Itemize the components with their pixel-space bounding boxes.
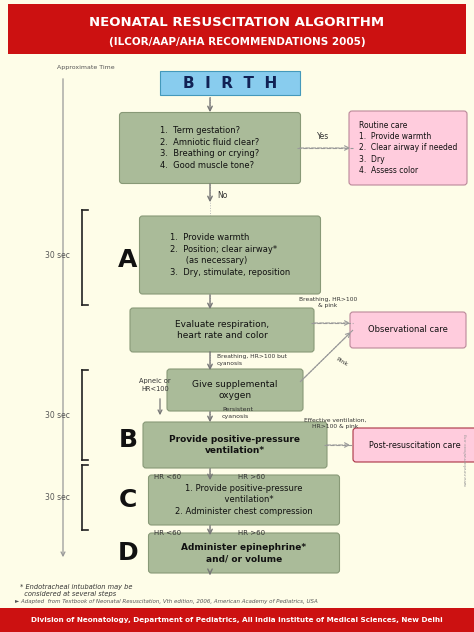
- Text: ► Adapted  from Textbook of Neonatal Resuscitation, Vth edition, 2006, American : ► Adapted from Textbook of Neonatal Resu…: [15, 599, 318, 604]
- Text: 30 sec: 30 sec: [45, 250, 69, 260]
- Text: 1.  Provide warmth
2.  Position; clear airway*
      (as necessary)
3.  Dry, sti: 1. Provide warmth 2. Position; clear air…: [170, 233, 290, 277]
- Text: B: B: [118, 428, 137, 452]
- Text: Give supplemental
oxygen: Give supplemental oxygen: [192, 380, 278, 400]
- Text: Breathing, HR>100
& pink: Breathing, HR>100 & pink: [299, 297, 357, 308]
- FancyBboxPatch shape: [148, 475, 339, 525]
- Text: 1.  Term gestation?
2.  Amniotic fluid clear?
3.  Breathing or crying?
4.  Good : 1. Term gestation? 2. Amniotic fluid cle…: [160, 126, 260, 169]
- Text: Effective ventilation,
HR>100 & pink: Effective ventilation, HR>100 & pink: [304, 418, 366, 429]
- Text: D: D: [118, 541, 138, 565]
- Bar: [8, 4, 466, 54]
- Bar: [0, 608, 474, 632]
- Text: Pink: Pink: [335, 356, 349, 367]
- Text: HR >60: HR >60: [238, 530, 265, 536]
- Text: No: No: [217, 190, 228, 200]
- Text: C: C: [119, 488, 137, 512]
- Text: Post-resuscitation care: Post-resuscitation care: [369, 441, 461, 449]
- FancyBboxPatch shape: [143, 422, 327, 468]
- Text: Division of Neonatology, Department of Pediatrics, All India Institute of Medica: Division of Neonatology, Department of P…: [31, 617, 443, 623]
- Text: Approximate Time: Approximate Time: [57, 66, 115, 71]
- Text: A: A: [118, 248, 137, 272]
- FancyBboxPatch shape: [139, 216, 320, 294]
- Text: Yes: Yes: [317, 132, 329, 141]
- FancyBboxPatch shape: [130, 308, 314, 352]
- Text: Evaluate respiration,
heart rate and color: Evaluate respiration, heart rate and col…: [175, 320, 269, 340]
- Text: * Endotracheal intubation may be
  considered at several steps: * Endotracheal intubation may be conside…: [20, 584, 133, 597]
- FancyBboxPatch shape: [167, 369, 303, 411]
- Text: HR >60: HR >60: [238, 474, 265, 480]
- Bar: [160, 71, 300, 95]
- Text: NEONATAL RESUSCITATION ALGORITHM: NEONATAL RESUSCITATION ALGORITHM: [90, 16, 384, 30]
- Text: Observational care: Observational care: [368, 325, 448, 334]
- FancyBboxPatch shape: [353, 428, 474, 462]
- Text: Routine care
1.  Provide warmth
2.  Clear airway if needed
3.  Dry
4.  Assess co: Routine care 1. Provide warmth 2. Clear …: [359, 121, 457, 176]
- Text: (ILCOR/AAP/AHA RECOMMENDATIONS 2005): (ILCOR/AAP/AHA RECOMMENDATIONS 2005): [109, 37, 365, 47]
- Text: Breathing, HR>100 but
cyanosis: Breathing, HR>100 but cyanosis: [217, 355, 287, 365]
- FancyBboxPatch shape: [148, 533, 339, 573]
- Text: 1. Provide positive-pressure
    ventilation*
2. Administer chest compression: 1. Provide positive-pressure ventilation…: [175, 484, 313, 516]
- Text: www.newbornwhocc.org: www.newbornwhocc.org: [464, 434, 468, 487]
- Text: 30 sec: 30 sec: [45, 411, 69, 420]
- Text: Provide positive-pressure
ventilation*: Provide positive-pressure ventilation*: [170, 435, 301, 455]
- Text: B  I  R  T  H: B I R T H: [183, 75, 277, 90]
- Text: Persistent
cyanosis: Persistent cyanosis: [222, 408, 253, 418]
- Text: 30 sec: 30 sec: [45, 494, 69, 502]
- Text: HR <60: HR <60: [155, 474, 182, 480]
- Text: HR <60: HR <60: [155, 530, 182, 536]
- FancyBboxPatch shape: [350, 312, 466, 348]
- FancyBboxPatch shape: [349, 111, 467, 185]
- FancyBboxPatch shape: [119, 112, 301, 183]
- Text: Apneic or
HR<100: Apneic or HR<100: [139, 378, 171, 392]
- Text: Administer epinephrine*
and/ or volume: Administer epinephrine* and/ or volume: [182, 543, 307, 563]
